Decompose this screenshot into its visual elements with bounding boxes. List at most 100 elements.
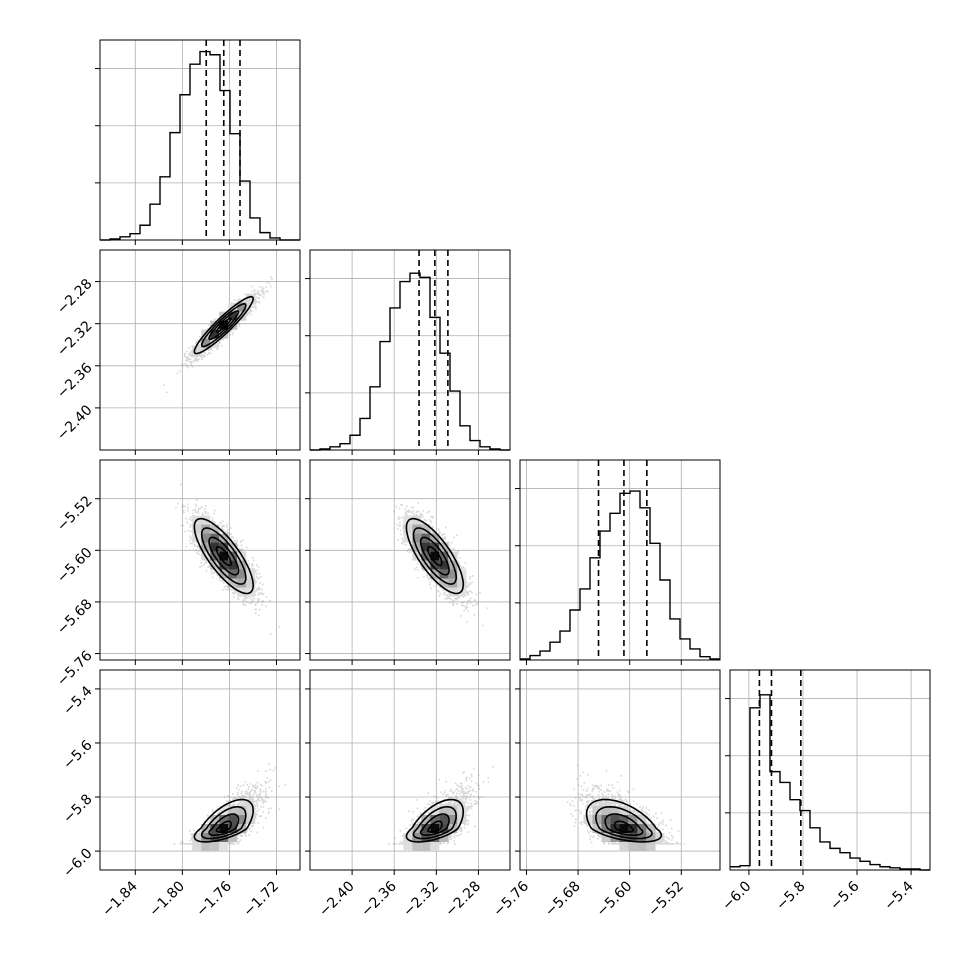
density-cell <box>219 842 229 852</box>
joint-panel-2-1 <box>99 249 301 451</box>
marginal-panel-1 <box>95 39 301 241</box>
density-cell <box>412 533 422 543</box>
y-tick-label: −2.28 <box>54 276 96 318</box>
joint-frame <box>99 459 301 661</box>
density-cell <box>219 806 229 816</box>
marginal-panel-4 <box>725 669 931 871</box>
scatter-points <box>388 766 494 845</box>
y-tick-label: −5.6 <box>60 737 95 772</box>
density-cell <box>430 833 440 843</box>
density-cell <box>237 302 247 312</box>
x-tick-label: −5.76 <box>490 878 532 920</box>
contour-4 <box>405 517 465 595</box>
density-cell <box>439 824 449 834</box>
joint-panel-4-3 <box>519 669 721 871</box>
panel-content <box>100 460 300 660</box>
density-cell <box>403 833 413 843</box>
density-cell <box>237 578 247 588</box>
contour-2 <box>208 310 240 341</box>
density-cell <box>421 560 431 570</box>
density-cell <box>592 824 602 834</box>
density-cell <box>228 311 238 321</box>
density-cell <box>237 806 247 816</box>
y-tick-label: −5.68 <box>54 596 96 638</box>
contour-4 <box>193 295 255 355</box>
joint-frame <box>309 459 511 661</box>
marginal-frame <box>99 39 301 241</box>
density-cell <box>201 842 211 852</box>
density-cell <box>430 560 440 570</box>
contour-4 <box>405 798 464 843</box>
density-cell <box>192 524 202 534</box>
contour-2 <box>208 813 240 836</box>
density-cell <box>610 806 620 816</box>
panel-content <box>100 670 300 870</box>
y-tick-label: −5.8 <box>60 791 95 826</box>
marginal-frame <box>729 669 931 871</box>
density-cell <box>628 842 638 852</box>
joint-frame <box>309 669 511 871</box>
x-tick-label: −2.40 <box>316 878 358 920</box>
density-cell <box>228 560 238 570</box>
y-tick-label: −5.60 <box>54 545 96 587</box>
density-cell <box>430 824 440 834</box>
density-cell <box>237 815 247 825</box>
y-tick-label: −6.0 <box>60 845 95 880</box>
contour-2 <box>208 536 240 576</box>
x-tick-label: −5.8 <box>773 878 808 913</box>
x-tick-label: −1.76 <box>193 878 235 920</box>
density-cell <box>210 329 220 339</box>
density-cell <box>637 815 647 825</box>
y-tick-label: −2.36 <box>54 360 96 402</box>
contour-3 <box>200 806 247 840</box>
density-cell <box>637 824 647 834</box>
x-tick-label: −5.60 <box>594 878 636 920</box>
density-cell <box>439 833 449 843</box>
density-cell <box>619 824 629 834</box>
density-cell <box>228 824 238 834</box>
x-tick-label: −5.52 <box>645 878 687 920</box>
panel-content <box>520 670 720 870</box>
density-cell <box>457 806 467 816</box>
density-cell <box>192 347 202 357</box>
density-cell <box>228 578 238 588</box>
density-cell <box>219 824 229 834</box>
density-cell <box>228 815 238 825</box>
density-cell <box>219 311 229 321</box>
density-cell <box>646 824 656 834</box>
x-tick-label: −6.0 <box>719 878 754 913</box>
density-cell <box>237 569 247 579</box>
density-cell <box>592 806 602 816</box>
contour-3 <box>595 805 653 840</box>
contour-2 <box>419 536 450 576</box>
density-cell <box>412 842 422 852</box>
density-cell <box>439 542 449 552</box>
marginal-panel-3 <box>515 459 721 661</box>
density-cell <box>421 815 431 825</box>
x-tick-label: −1.80 <box>146 878 188 920</box>
density-cell <box>210 815 220 825</box>
density-cell <box>421 524 431 534</box>
density-cell <box>448 806 458 816</box>
density-cell <box>646 842 656 852</box>
density-cell <box>601 824 611 834</box>
density-cell <box>192 842 202 852</box>
density-cell <box>430 551 440 561</box>
density-cell <box>246 578 256 588</box>
density-cell <box>430 815 440 825</box>
contour-1 <box>613 820 635 833</box>
density-cell <box>403 842 413 852</box>
density-cell <box>457 578 467 588</box>
panel-content <box>310 670 510 870</box>
joint-frame <box>519 669 721 871</box>
histogram-2 <box>310 272 510 451</box>
density-cell <box>219 542 229 552</box>
histogram-3 <box>520 490 720 660</box>
contour-4 <box>193 517 255 595</box>
contour-2 <box>604 813 644 836</box>
density-cell <box>448 569 458 579</box>
histogram-4 <box>730 694 930 871</box>
density-cell <box>457 587 467 597</box>
density-cell <box>646 833 656 843</box>
